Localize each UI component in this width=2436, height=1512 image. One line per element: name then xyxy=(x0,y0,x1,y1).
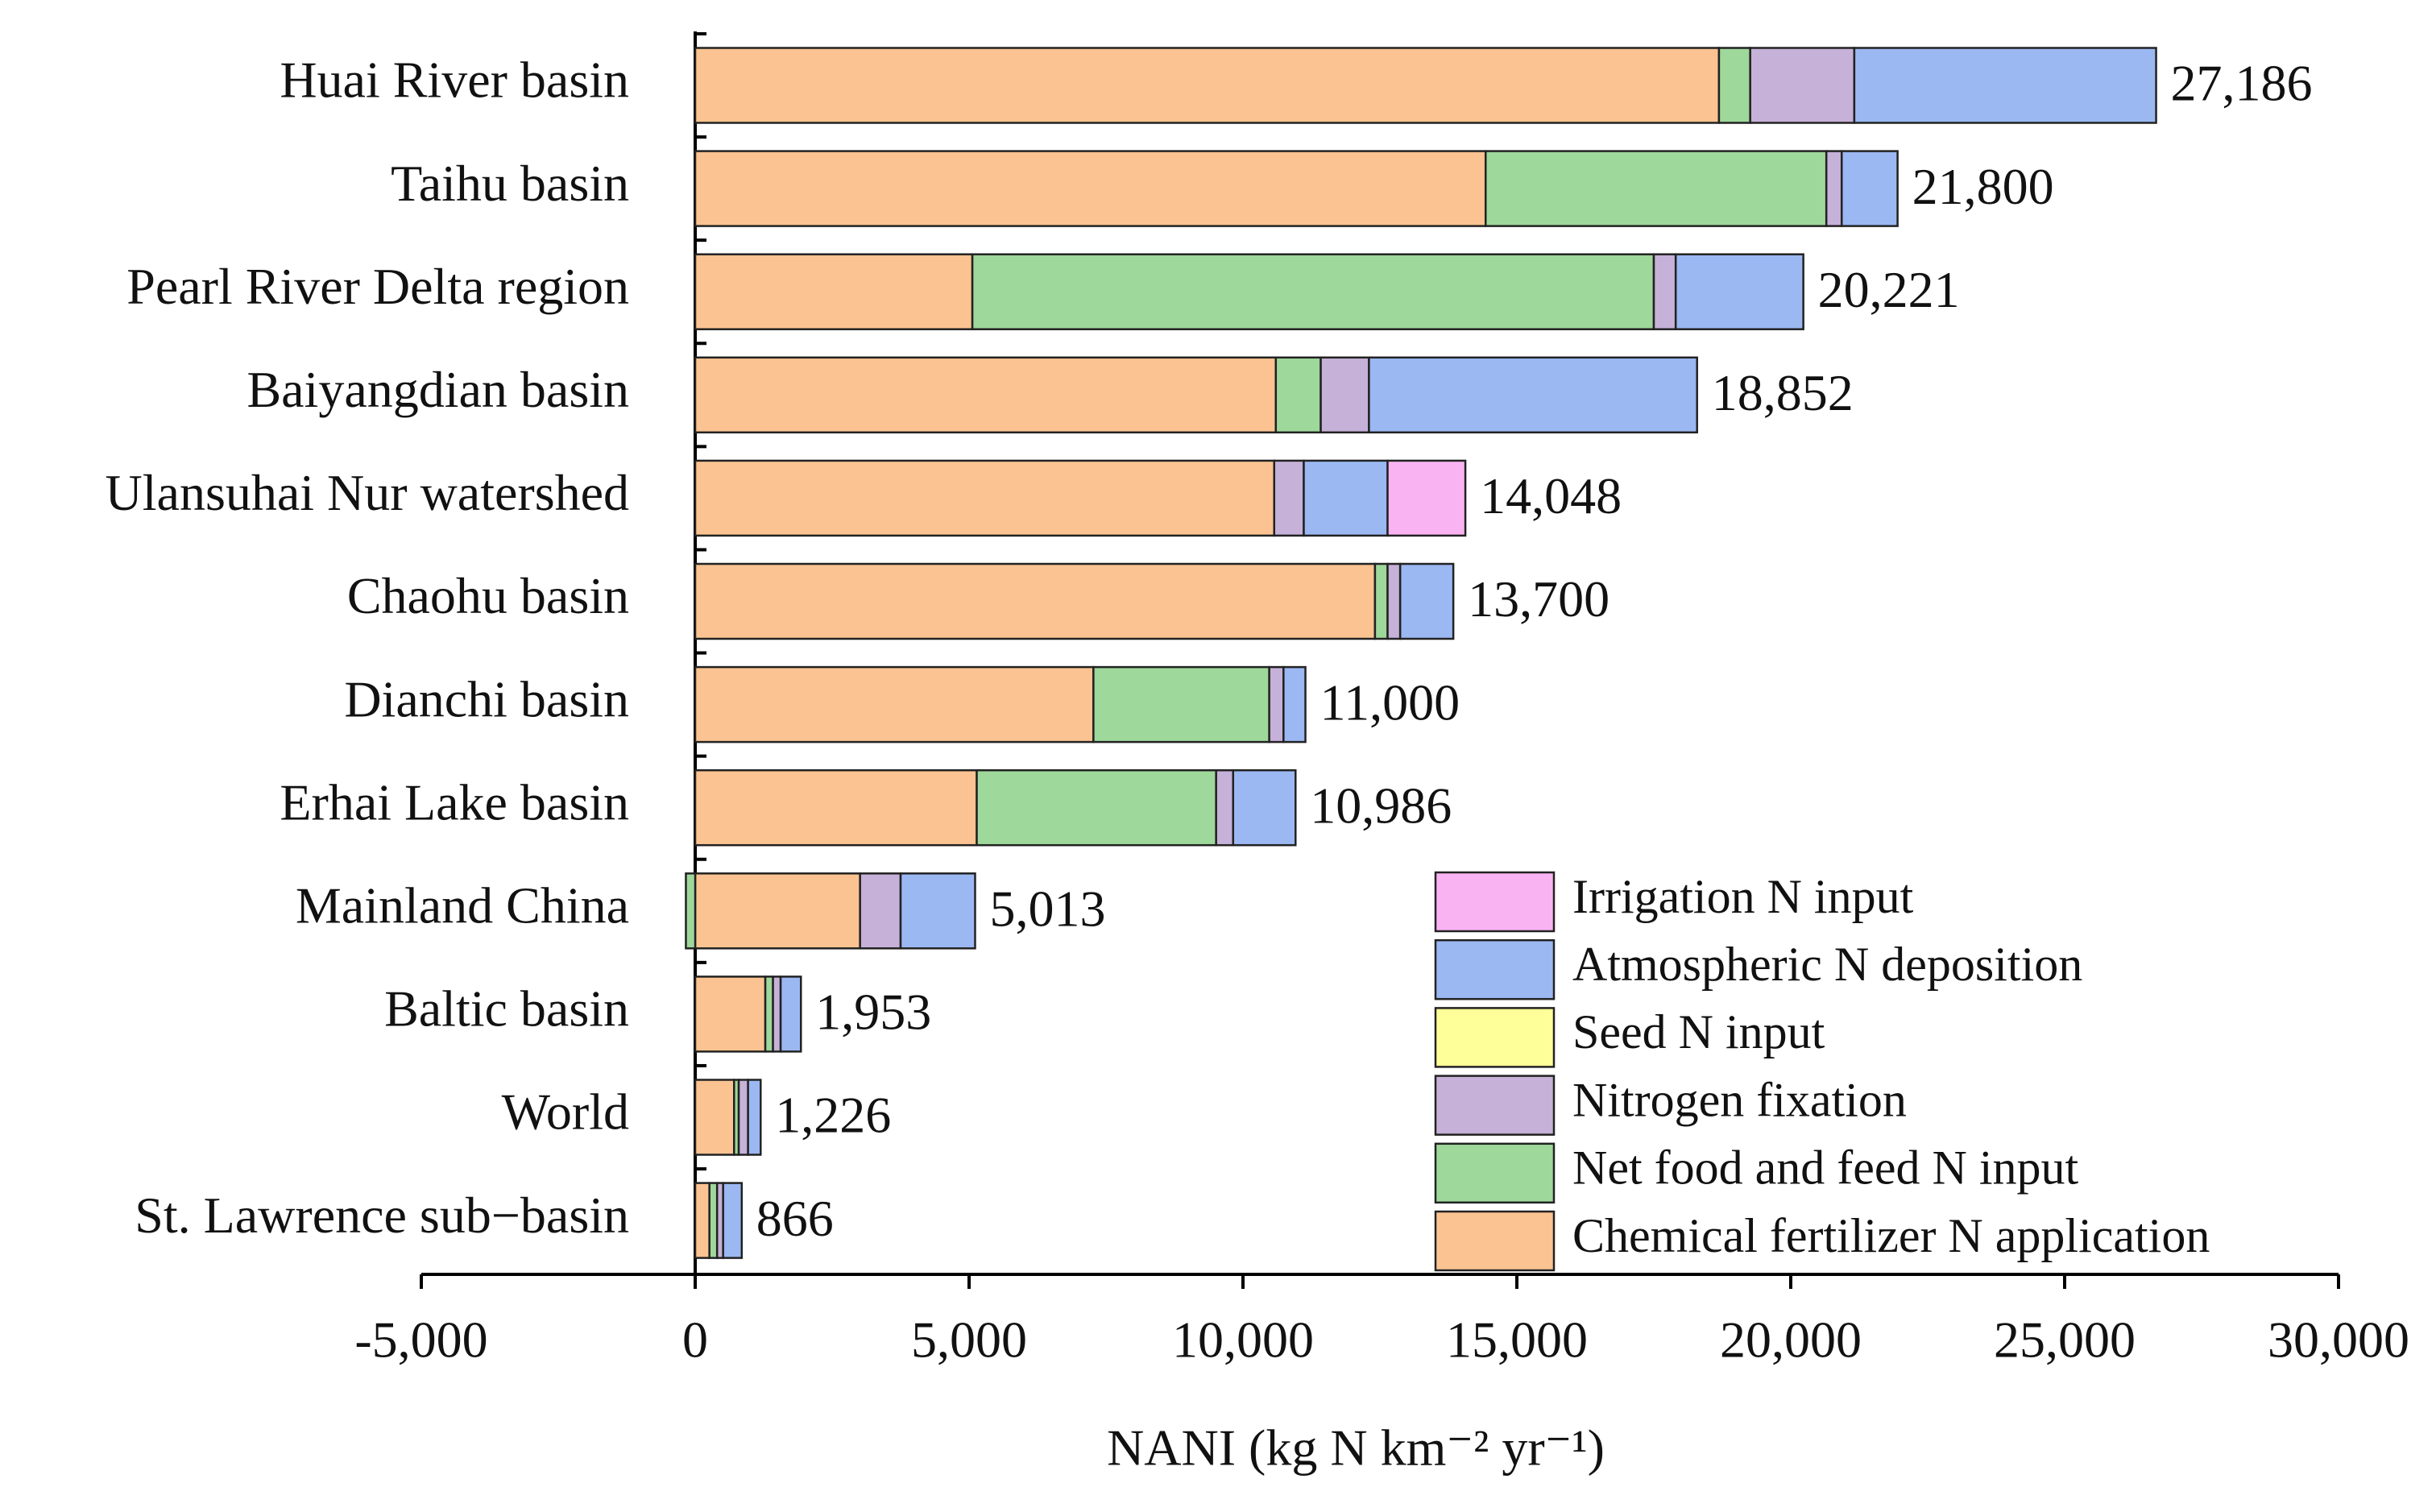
bar-segment xyxy=(747,1079,762,1156)
bar-segment xyxy=(694,1079,735,1156)
legend-label: Irrigation N input xyxy=(1572,870,1914,923)
total-label: 13,700 xyxy=(1468,570,1610,628)
y-tick-label: Dianchi basin xyxy=(344,670,629,727)
legend-label: Seed N input xyxy=(1572,1005,1825,1058)
legend-label: Atmospheric N deposition xyxy=(1572,938,2082,991)
x-tick-label: 30,000 xyxy=(2268,1311,2409,1369)
bar-segment xyxy=(1368,356,1698,434)
bar-segment xyxy=(859,872,902,950)
bar-segment xyxy=(1717,47,1751,124)
x-tick-label: 5,000 xyxy=(911,1311,1027,1369)
y-tick-label: Erhai Lake basin xyxy=(280,773,629,831)
bar-segment xyxy=(694,1182,710,1259)
x-tick-label: 15,000 xyxy=(1446,1311,1588,1369)
bar-segment xyxy=(899,872,976,950)
total-label: 11,000 xyxy=(1320,673,1460,731)
bar-segment xyxy=(1674,253,1804,330)
bar-segment xyxy=(685,872,697,950)
bar-segment xyxy=(708,1182,719,1259)
bar-segment xyxy=(1386,459,1467,537)
bar-segment xyxy=(1092,665,1270,744)
total-label: 21,800 xyxy=(1912,158,2054,215)
bar-segment xyxy=(1373,562,1389,640)
legend-label: Nitrogen fixation xyxy=(1572,1073,1907,1126)
y-tick-label: Baiyangdian basin xyxy=(246,361,629,418)
bar-segment xyxy=(1398,562,1455,640)
bar-segment xyxy=(1215,768,1235,847)
bar-segment xyxy=(1320,356,1370,434)
bar-segment xyxy=(694,253,974,330)
bar-segment xyxy=(694,562,1377,640)
total-label: 866 xyxy=(756,1190,834,1247)
x-tick-label: 25,000 xyxy=(1994,1311,2136,1369)
legend-swatch xyxy=(1434,871,1556,933)
bar-segment xyxy=(694,976,767,1053)
bar-segment xyxy=(1303,459,1389,537)
y-tick-label: St. Lawrence sub−basin xyxy=(135,1187,629,1244)
total-label: 14,048 xyxy=(1480,467,1622,524)
y-tick-label: Chaohu basin xyxy=(347,567,629,624)
total-label: 20,221 xyxy=(1818,261,1960,318)
bar-segment xyxy=(737,1079,749,1156)
x-tick-label: -5,000 xyxy=(354,1311,487,1369)
y-tick-label: Taihu basin xyxy=(391,155,629,212)
x-tick-label: 0 xyxy=(682,1311,708,1369)
total-label: 18,852 xyxy=(1712,364,1854,421)
bar-segment xyxy=(1652,253,1677,330)
bar-segment xyxy=(694,665,1095,744)
bar-segment xyxy=(1232,768,1297,847)
bar-segment xyxy=(722,1182,744,1259)
y-tick-label: Ulansuhai Nur watershed xyxy=(106,464,629,521)
total-label: 10,986 xyxy=(1310,777,1452,834)
legend-swatch xyxy=(1434,938,1556,1000)
x-tick-label: 10,000 xyxy=(1172,1311,1314,1369)
legend-swatch xyxy=(1434,1075,1556,1136)
bar-segment xyxy=(694,150,1487,227)
bar-segment xyxy=(694,768,978,847)
bar-segment xyxy=(694,356,1278,434)
total-label: 1,953 xyxy=(815,984,931,1041)
bar-segment xyxy=(1484,150,1828,227)
bar-segment xyxy=(1840,150,1899,227)
bar-segment xyxy=(1749,47,1856,124)
bar-segment xyxy=(1268,665,1285,744)
bar-segment xyxy=(764,976,774,1053)
bar-segment xyxy=(694,47,1721,124)
legend-label: Chemical fertilizer N application xyxy=(1572,1209,2210,1262)
bar-segment xyxy=(779,976,802,1053)
bar-segment xyxy=(694,459,1276,537)
y-tick-label: Baltic basin xyxy=(384,980,629,1038)
bar-segment xyxy=(976,768,1217,847)
bar-segment xyxy=(1274,356,1322,434)
legend-swatch xyxy=(1434,1007,1556,1068)
bar-segment xyxy=(1273,459,1305,537)
x-tick-label: 20,000 xyxy=(1720,1311,1862,1369)
total-label: 5,013 xyxy=(989,880,1105,937)
legend-swatch xyxy=(1434,1210,1556,1272)
bar-segment xyxy=(971,253,1655,330)
total-label: 27,186 xyxy=(2171,55,2313,112)
legend-swatch xyxy=(1434,1142,1556,1204)
y-tick-label: Huai River basin xyxy=(280,52,629,109)
bar-segment xyxy=(694,872,861,950)
y-tick-label: World xyxy=(502,1083,629,1141)
x-axis-label: NANI (kg N km⁻² yr⁻¹) xyxy=(1107,1419,1605,1477)
bar-segment xyxy=(772,976,782,1053)
legend-label: Net food and feed N input xyxy=(1572,1141,2078,1195)
bar-segment xyxy=(1853,47,2157,124)
bar-segment xyxy=(1282,665,1307,744)
y-tick-label: Pearl River Delta region xyxy=(126,258,629,315)
bar-segment xyxy=(1825,150,1843,227)
total-label: 1,226 xyxy=(775,1087,891,1144)
bar-segment xyxy=(1386,562,1402,640)
y-tick-label: Mainland China xyxy=(296,876,629,934)
